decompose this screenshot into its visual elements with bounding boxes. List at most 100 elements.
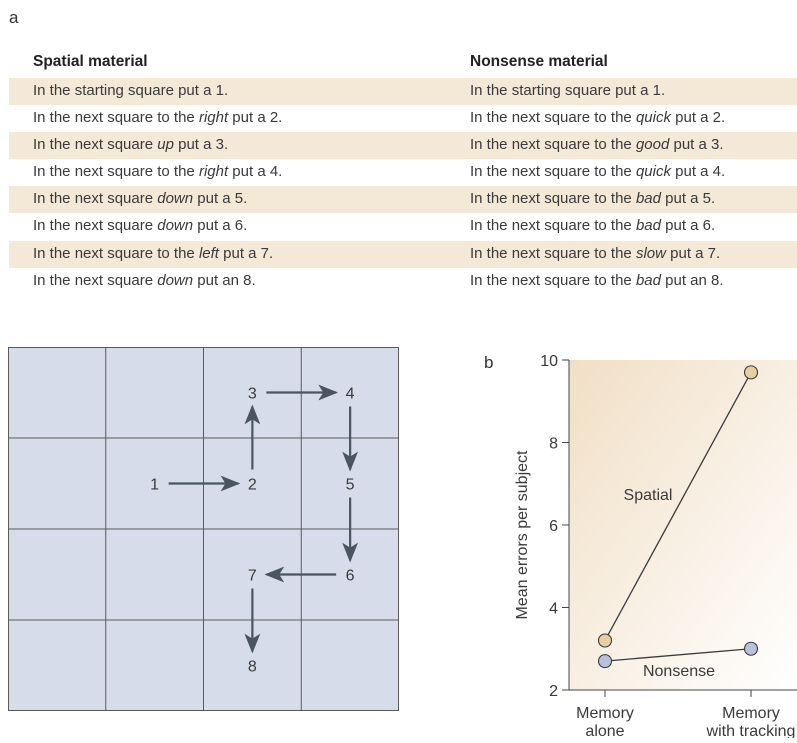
instruction-text: put a 5.	[660, 190, 716, 208]
table-row: In the next square up put a 3. In the nex…	[9, 132, 797, 160]
instruction-text: In the next square	[33, 136, 158, 154]
data-point	[743, 641, 759, 656]
instruction-text: put a 4.	[228, 163, 283, 181]
x-tick-label: alone	[585, 723, 624, 738]
instruction-text: In the next square to the	[33, 163, 199, 181]
header-spatial: Spatial material	[33, 53, 148, 70]
instruction-text: In the starting square put a 1.	[470, 82, 666, 99]
table-row: In the starting square put a 1. In the st…	[9, 78, 797, 106]
spatial-instruction: In the next square down put an 8.	[33, 268, 256, 294]
error-chart: b 2 4 6 8 10 Mean errors per subject Memory alon…	[480, 340, 797, 740]
nonsense-instruction: In the next square to the bad put a 5.	[470, 186, 715, 212]
square-number: 7	[248, 568, 257, 585]
nonsense-instruction: In the starting square put a 1.	[470, 78, 665, 104]
spatial-instruction: In the next square to the left put a 7.	[33, 241, 273, 267]
direction-word: right	[198, 109, 229, 127]
nonsense-instruction: In the next square to the bad put an 8.	[470, 268, 724, 294]
spatial-instruction: In the starting square put a 1.	[33, 78, 228, 104]
square-number: 1	[150, 477, 159, 494]
x-tick-label: Memory	[576, 705, 634, 722]
table-row: In the next square down put a 6. In the n…	[9, 213, 797, 240]
direction-word: quick	[635, 109, 671, 127]
instruction-text: In the next square to the	[33, 109, 199, 127]
series-label-nonsense: Nonsense	[643, 663, 715, 680]
instruction-text: In the next square	[33, 271, 158, 289]
direction-word: down	[157, 190, 194, 208]
nonsense-instruction: In the next square to the quick put a 2.	[470, 105, 725, 131]
square-number: 8	[248, 659, 257, 676]
instruction-text: put a 2.	[670, 109, 726, 127]
direction-word: left	[198, 244, 219, 262]
panel-a-label: a	[9, 8, 19, 27]
instruction-text: put a 4.	[670, 163, 726, 181]
square-number: 5	[346, 477, 355, 494]
series-label-spatial: Spatial	[624, 487, 673, 504]
instruction-text: In the next square	[33, 190, 158, 208]
direction-word: quick	[635, 163, 671, 181]
nonsense-instruction: In the next square to the slow put a 7.	[470, 241, 720, 267]
instruction-text: put a 7.	[218, 244, 274, 262]
square-number: 3	[248, 386, 257, 403]
direction-word: bad	[635, 190, 661, 208]
grid-diagram: 1 2 3 4 5 6 7 8	[8, 347, 399, 711]
header-nonsense: Nonsense material	[470, 53, 608, 70]
x-tick-label: Memory	[722, 705, 780, 722]
instruction-text: In the next square to the	[470, 271, 636, 289]
spatial-instruction: In the next square up put a 3.	[33, 132, 228, 158]
table-row: In the next square down put a 5. In the n…	[9, 186, 797, 214]
table-row: In the next square to the left put a 7. I…	[9, 240, 797, 268]
panel-b-label: b	[484, 353, 493, 372]
data-point	[597, 654, 613, 669]
y-tick-label: 4	[549, 601, 558, 618]
square-number: 4	[346, 386, 355, 403]
direction-word: down	[157, 271, 194, 289]
table-row: In the next square down put an 8. In the …	[9, 268, 797, 295]
y-tick-label: 10	[540, 353, 558, 370]
direction-word: right	[198, 163, 229, 181]
nonsense-instruction: In the next square to the good put a 3.	[470, 132, 724, 158]
direction-word: down	[157, 217, 194, 235]
instruction-text: put a 5.	[193, 190, 248, 208]
y-tick-label: 2	[549, 683, 558, 700]
series-line	[604, 372, 752, 641]
direction-word: bad	[635, 217, 661, 235]
table-row: In the next square to the right put a 4.…	[9, 159, 797, 186]
spatial-instruction: In the next square down put a 6.	[33, 213, 247, 239]
y-axis-label: Mean errors per subject	[514, 450, 531, 620]
instruction-table: Spatial material Nonsense material In th…	[9, 48, 797, 295]
instruction-text: put a 3.	[669, 136, 724, 154]
instruction-text: In the next square to the	[470, 244, 636, 262]
y-tick-label: 6	[549, 518, 558, 535]
spatial-instruction: In the next square to the right put a 4.	[33, 159, 282, 185]
instruction-text: put a 6.	[660, 217, 716, 235]
instruction-text: put a 6.	[193, 217, 248, 235]
direction-word: good	[635, 136, 670, 154]
spatial-instruction: In the next square down put a 5.	[33, 186, 247, 212]
instruction-text: In the next square to the	[33, 244, 199, 262]
direction-word: bad	[635, 271, 661, 289]
instruction-text: put a 3.	[173, 136, 229, 154]
square-number: 2	[248, 477, 257, 494]
instruction-text: In the next square	[33, 217, 158, 235]
y-tick-label: 8	[549, 436, 558, 453]
table-header: Spatial material Nonsense material	[9, 48, 797, 78]
instruction-text: In the next square to the	[470, 136, 636, 154]
instruction-text: put a 7.	[665, 244, 721, 262]
nonsense-instruction: In the next square to the bad put a 6.	[470, 213, 715, 239]
data-point	[743, 365, 759, 380]
table-row: In the next square to the right put a 2.…	[9, 105, 797, 132]
instruction-text: In the next square to the	[470, 190, 636, 208]
table-body: In the starting square put a 1. In the st…	[9, 78, 797, 295]
x-tick-label: with tracking	[706, 723, 796, 738]
instruction-text: In the starting square put a 1.	[33, 82, 229, 99]
instruction-text: put an 8.	[193, 271, 256, 289]
instruction-text: put an 8.	[660, 271, 724, 289]
square-number: 6	[346, 568, 355, 585]
direction-word: up	[157, 136, 174, 154]
instruction-text: In the next square to the	[470, 217, 636, 235]
data-point	[597, 633, 613, 648]
series-line	[604, 648, 752, 662]
nonsense-instruction: In the next square to the quick put a 4.	[470, 159, 725, 185]
spatial-instruction: In the next square to the right put a 2.	[33, 105, 282, 131]
